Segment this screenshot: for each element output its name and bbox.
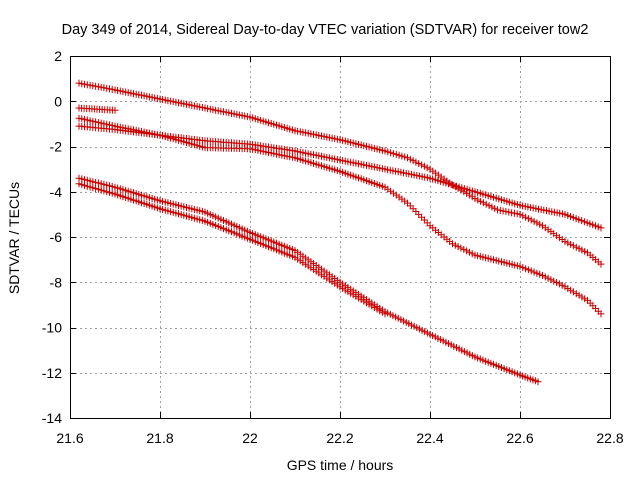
data-points	[75, 79, 605, 386]
x-tick-label: 22	[242, 430, 258, 446]
x-tick-label: 22.4	[416, 430, 443, 446]
chart-title: Day 349 of 2014, Sidereal Day-to-day VTE…	[62, 22, 589, 38]
series-track-d	[75, 122, 605, 318]
plus-markers	[75, 79, 605, 268]
y-tick-label: -12	[42, 365, 62, 381]
series-track-b	[75, 104, 119, 114]
plus-markers	[75, 122, 605, 318]
y-axis-label: SDTVAR / TECUs	[6, 182, 22, 294]
y-tick-label: -4	[50, 184, 63, 200]
axis-tick-labels: 21.6 21.8 22 22.2 22.4 22.6 22.8 2 0 -2 -4 -6 -8 -10 -…	[42, 48, 624, 446]
series-track-e	[75, 174, 542, 386]
series-track-a	[75, 79, 605, 268]
axis-ticks	[70, 56, 611, 419]
series-track-f	[75, 180, 389, 318]
x-tick-label: 21.8	[146, 430, 173, 446]
y-tick-label: -2	[50, 139, 63, 155]
y-tick-label: 2	[54, 48, 62, 64]
x-tick-label: 21.6	[56, 430, 83, 446]
y-tick-label: -8	[50, 274, 63, 290]
grid	[70, 56, 610, 418]
x-tick-label: 22.2	[326, 430, 353, 446]
y-tick-label: -14	[42, 410, 62, 426]
x-tick-label: 22.6	[506, 430, 533, 446]
y-tick-label: 0	[54, 93, 62, 109]
x-tick-label: 22.8	[596, 430, 623, 446]
y-tick-label: -6	[50, 229, 63, 245]
plus-markers	[75, 174, 542, 386]
y-tick-label: -10	[42, 320, 62, 336]
x-axis-label: GPS time / hours	[287, 457, 394, 473]
plus-markers	[75, 104, 119, 114]
plus-markers	[75, 180, 389, 318]
